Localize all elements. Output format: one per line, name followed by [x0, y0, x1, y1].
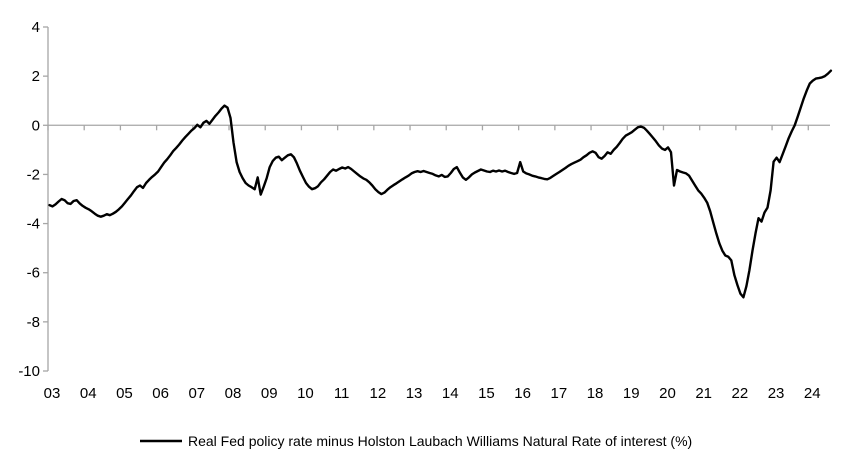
y-axis-ticks — [43, 26, 48, 372]
x-tick-label: 19 — [623, 385, 640, 402]
x-tick-label: 18 — [587, 385, 604, 402]
y-tick-label: -4 — [27, 216, 40, 233]
x-tick-label: 07 — [188, 385, 205, 402]
x-axis-ticks — [47, 125, 809, 131]
x-tick-label: 06 — [152, 385, 169, 402]
x-tick-label: 12 — [369, 385, 386, 402]
y-tick-label: -6 — [27, 265, 40, 282]
x-tick-label: 05 — [116, 385, 133, 402]
x-tick-label: 21 — [695, 385, 712, 402]
x-tick-label: 20 — [659, 385, 676, 402]
y-tick-label: -2 — [27, 166, 40, 183]
x-tick-label: 09 — [261, 385, 278, 402]
x-tick-label: 08 — [225, 385, 242, 402]
x-tick-label: 17 — [551, 385, 568, 402]
series-line — [48, 69, 833, 299]
x-tick-label: 22 — [732, 385, 749, 402]
x-tick-label: 24 — [804, 385, 821, 402]
x-tick-label: 15 — [478, 385, 495, 402]
x-tick-label: 04 — [80, 385, 97, 402]
legend: Real Fed policy rate minus Holston Lauba… — [140, 433, 692, 449]
y-axis: 4 2 0 -2 -4 -6 -8 -10 — [18, 19, 49, 380]
x-tick-label: 11 — [334, 385, 350, 402]
y-tick-label: -8 — [27, 314, 40, 331]
x-tick-label: 23 — [768, 385, 785, 402]
x-tick-label: 16 — [514, 385, 531, 402]
y-tick-label: 4 — [32, 19, 40, 36]
x-axis-labels: 03 04 05 06 07 08 09 10 11 12 13 14 15 16 17 18 19 20 21 22… — [44, 385, 821, 402]
legend-label: Real Fed policy rate minus Holston Lauba… — [188, 433, 692, 449]
y-tick-label: 0 — [32, 117, 40, 134]
x-tick-label: 03 — [44, 385, 61, 402]
y-axis-labels: 4 2 0 -2 -4 -6 -8 -10 — [18, 19, 40, 380]
x-tick-label: 14 — [442, 385, 459, 402]
x-axis-zero-line-group: 03 04 05 06 07 08 09 10 11 12 13 14 15 16 17 18 19 20 21 22… — [44, 124, 830, 402]
x-tick-label: 10 — [297, 385, 314, 402]
x-tick-label: 13 — [406, 385, 423, 402]
y-tick-label: 2 — [32, 68, 40, 85]
y-tick-label: -10 — [18, 363, 40, 380]
